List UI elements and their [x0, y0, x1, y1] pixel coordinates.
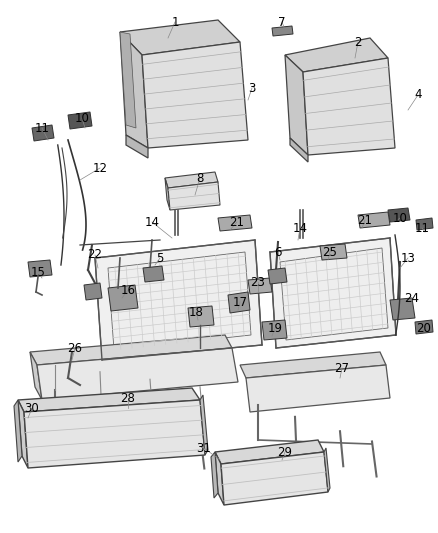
Text: 8: 8: [196, 172, 204, 184]
Polygon shape: [262, 320, 287, 340]
Text: 25: 25: [322, 246, 337, 259]
Polygon shape: [211, 452, 218, 498]
Polygon shape: [248, 278, 272, 294]
Text: 2: 2: [354, 36, 362, 49]
Polygon shape: [358, 212, 390, 228]
Text: 26: 26: [67, 342, 82, 354]
Text: 15: 15: [31, 265, 46, 279]
Polygon shape: [280, 248, 388, 340]
Polygon shape: [320, 244, 347, 260]
Polygon shape: [285, 38, 388, 72]
Polygon shape: [108, 252, 251, 350]
Text: 18: 18: [189, 305, 203, 319]
Polygon shape: [84, 283, 102, 300]
Polygon shape: [215, 440, 324, 464]
Polygon shape: [165, 178, 170, 210]
Polygon shape: [68, 112, 92, 129]
Polygon shape: [221, 452, 328, 505]
Polygon shape: [14, 400, 22, 462]
Text: 16: 16: [120, 284, 135, 296]
Text: 19: 19: [268, 321, 283, 335]
Polygon shape: [270, 238, 396, 348]
Polygon shape: [168, 182, 220, 210]
Polygon shape: [388, 208, 410, 222]
Polygon shape: [120, 32, 136, 128]
Polygon shape: [18, 400, 28, 468]
Polygon shape: [285, 55, 308, 155]
Polygon shape: [200, 395, 208, 455]
Polygon shape: [95, 240, 262, 360]
Text: 5: 5: [156, 252, 164, 264]
Polygon shape: [108, 285, 138, 311]
Text: 12: 12: [92, 161, 107, 174]
Text: 10: 10: [392, 212, 407, 224]
Polygon shape: [165, 172, 218, 188]
Polygon shape: [215, 452, 224, 505]
Polygon shape: [18, 388, 200, 412]
Text: 29: 29: [278, 446, 293, 458]
Text: 21: 21: [357, 214, 372, 227]
Text: 20: 20: [417, 321, 431, 335]
Text: 14: 14: [145, 215, 159, 229]
Polygon shape: [142, 42, 248, 148]
Text: 27: 27: [335, 361, 350, 375]
Polygon shape: [143, 266, 164, 282]
Text: 22: 22: [88, 248, 102, 262]
Text: 13: 13: [401, 252, 415, 264]
Polygon shape: [228, 292, 250, 313]
Text: 6: 6: [274, 246, 282, 259]
Polygon shape: [32, 125, 54, 141]
Text: 30: 30: [25, 401, 39, 415]
Text: 21: 21: [230, 215, 244, 229]
Text: 11: 11: [35, 122, 49, 134]
Text: 11: 11: [414, 222, 430, 235]
Polygon shape: [37, 348, 238, 400]
Polygon shape: [415, 320, 433, 334]
Polygon shape: [303, 58, 395, 155]
Polygon shape: [324, 448, 330, 492]
Polygon shape: [30, 352, 42, 400]
Polygon shape: [290, 138, 308, 162]
Polygon shape: [390, 298, 415, 320]
Polygon shape: [126, 135, 148, 158]
Text: 31: 31: [197, 441, 212, 455]
Text: 24: 24: [405, 292, 420, 304]
Text: 1: 1: [171, 15, 179, 28]
Polygon shape: [120, 20, 240, 55]
Polygon shape: [218, 215, 252, 231]
Polygon shape: [240, 352, 386, 378]
Text: 7: 7: [278, 15, 286, 28]
Text: 28: 28: [120, 392, 135, 405]
Polygon shape: [28, 260, 52, 277]
Polygon shape: [268, 268, 287, 284]
Text: 3: 3: [248, 82, 256, 94]
Polygon shape: [24, 400, 205, 468]
Text: 23: 23: [251, 276, 265, 288]
Polygon shape: [188, 306, 214, 327]
Text: 17: 17: [233, 295, 247, 309]
Polygon shape: [246, 365, 390, 412]
Polygon shape: [120, 32, 148, 148]
Text: 14: 14: [293, 222, 307, 235]
Polygon shape: [30, 335, 232, 365]
Polygon shape: [272, 26, 293, 36]
Text: 10: 10: [74, 111, 89, 125]
Text: 4: 4: [414, 88, 422, 101]
Polygon shape: [416, 218, 433, 230]
